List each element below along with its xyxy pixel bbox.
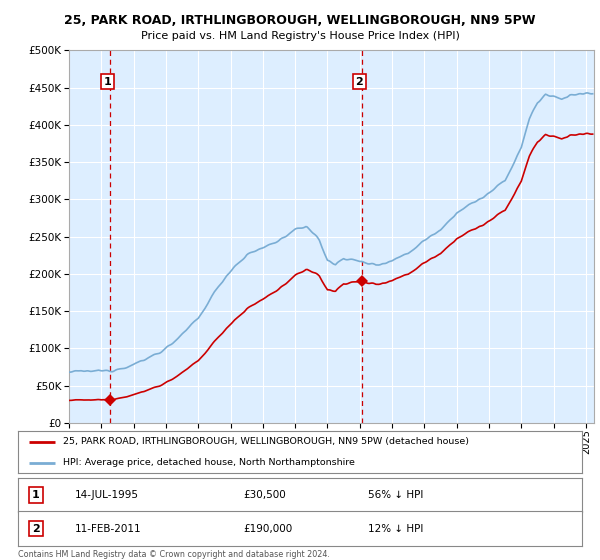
Text: HPI: Average price, detached house, North Northamptonshire: HPI: Average price, detached house, Nort… [63, 458, 355, 467]
Text: £190,000: £190,000 [244, 524, 293, 534]
Text: 14-JUL-1995: 14-JUL-1995 [74, 490, 139, 500]
Text: 11-FEB-2011: 11-FEB-2011 [74, 524, 141, 534]
Text: 25, PARK ROAD, IRTHLINGBOROUGH, WELLINGBOROUGH, NN9 5PW (detached house): 25, PARK ROAD, IRTHLINGBOROUGH, WELLINGB… [63, 437, 469, 446]
Text: Contains HM Land Registry data © Crown copyright and database right 2024.
This d: Contains HM Land Registry data © Crown c… [18, 550, 330, 560]
Text: Price paid vs. HM Land Registry's House Price Index (HPI): Price paid vs. HM Land Registry's House … [140, 31, 460, 41]
Text: 2: 2 [32, 524, 40, 534]
Text: £30,500: £30,500 [244, 490, 286, 500]
Text: 1: 1 [32, 490, 40, 500]
Text: 25, PARK ROAD, IRTHLINGBOROUGH, WELLINGBOROUGH, NN9 5PW: 25, PARK ROAD, IRTHLINGBOROUGH, WELLINGB… [64, 14, 536, 27]
Text: 12% ↓ HPI: 12% ↓ HPI [368, 524, 423, 534]
Text: 2: 2 [355, 77, 363, 87]
Text: 1: 1 [104, 77, 112, 87]
Text: 56% ↓ HPI: 56% ↓ HPI [368, 490, 423, 500]
